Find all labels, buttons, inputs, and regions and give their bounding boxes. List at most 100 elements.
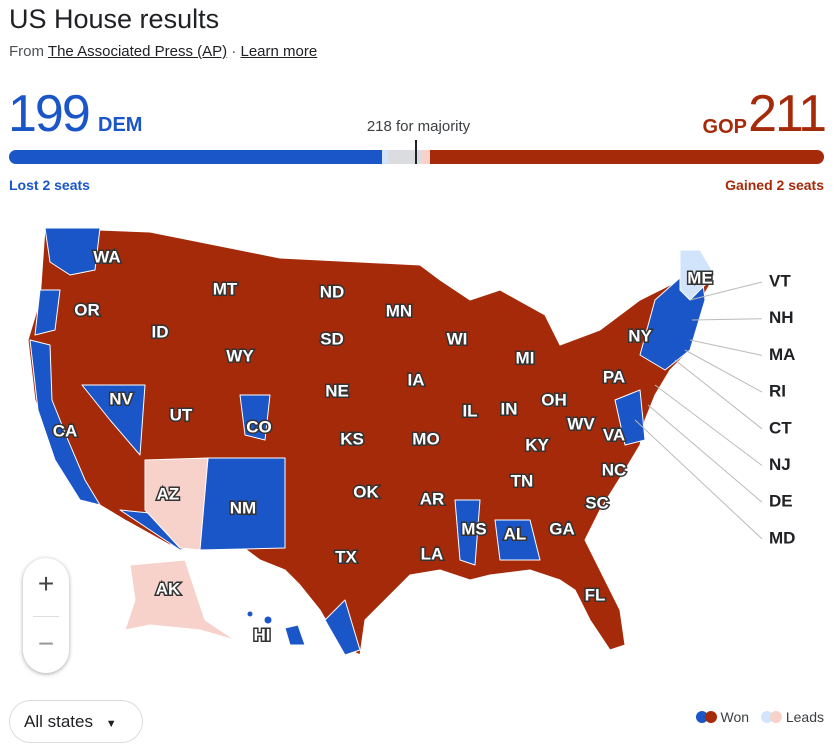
dem-district <box>239 394 271 441</box>
zoom-in[interactable]: + <box>37 568 55 599</box>
state-label: PA <box>603 367 625 386</box>
state-label: MN <box>386 301 412 320</box>
callout-label: VT <box>769 271 791 290</box>
source-prefix: From <box>9 43 44 60</box>
state-label: WV <box>567 414 595 433</box>
callout-label: MA <box>769 345 795 364</box>
state-label: SC <box>585 493 609 512</box>
zoom-out[interactable]: − <box>37 628 55 659</box>
majority-tick <box>415 140 417 164</box>
state-label: MO <box>412 429 439 448</box>
state-label: WY <box>226 346 254 365</box>
dropdown-arrow: ▼ <box>105 718 117 730</box>
gop-seats: 211 <box>748 85 827 143</box>
dem-won-segment <box>9 150 382 164</box>
gop-leads-segment <box>422 150 430 164</box>
filter-label: All states <box>24 712 93 731</box>
dem-district <box>454 499 481 566</box>
legend-won: Won <box>720 709 750 725</box>
state-label: AL <box>504 524 527 543</box>
dem-party: DEM <box>98 114 143 136</box>
hawaii <box>263 615 273 625</box>
gop-change: Gained 2 seats <box>725 177 824 193</box>
callout-label: NH <box>769 308 794 327</box>
state-label: MT <box>213 279 238 298</box>
callout-line <box>634 419 763 540</box>
dem-district <box>81 384 146 456</box>
source-link[interactable]: The Associated Press (AP) <box>47 43 228 60</box>
state-label: WA <box>93 247 120 266</box>
state-label: GA <box>549 519 575 538</box>
state-label: KS <box>340 429 364 448</box>
majority-label: 218 for majority <box>366 118 471 135</box>
state-label: AK <box>156 579 181 598</box>
state-label: NE <box>325 381 349 400</box>
state-label: WI <box>447 329 468 348</box>
state-label: CA <box>53 421 78 440</box>
dem-district <box>614 389 646 446</box>
state-label: AZ <box>157 484 180 503</box>
state-filter[interactable]: All states ▼ <box>9 700 143 743</box>
callout-line <box>689 339 763 356</box>
dem-district <box>324 599 361 656</box>
seat-bar <box>9 150 824 164</box>
state-label: MI <box>516 348 535 367</box>
legend: Won Leads <box>695 709 824 725</box>
callout-line <box>647 404 763 503</box>
dem-district <box>44 227 101 276</box>
state-label: VA <box>603 425 625 444</box>
map[interactable]: WA OR CA NV ID MT WY UT CO AZ NM ND SD NE KS OK TX MN IA MO… <box>0 200 837 670</box>
dem-district <box>29 339 101 506</box>
state-label: OK <box>353 482 379 501</box>
state-label: UT <box>170 405 193 424</box>
zoom-divider <box>33 616 59 617</box>
zoom-control: + − <box>23 558 69 673</box>
state-label: IA <box>408 370 425 389</box>
state-label: AR <box>420 489 445 508</box>
state-label: NV <box>109 389 133 408</box>
callout-line <box>691 318 763 321</box>
callout-line <box>674 359 763 430</box>
dem-district <box>494 519 541 561</box>
state-label: IL <box>462 401 477 420</box>
callout-label: CT <box>769 418 792 437</box>
gop-party: GOP <box>702 116 747 138</box>
state-label: NY <box>628 326 652 345</box>
hawaii <box>246 610 254 618</box>
state-label: CO <box>246 417 272 436</box>
title: US House results <box>9 4 220 34</box>
learn-more-link[interactable]: Learn more <box>240 43 318 60</box>
dem-seats: 199 <box>8 85 91 143</box>
state-label: HI <box>254 625 271 644</box>
state-label: TX <box>335 547 357 566</box>
state-label: OH <box>541 390 567 409</box>
state-label: LA <box>421 544 444 563</box>
callout-line <box>684 349 763 393</box>
state-label: KY <box>525 435 549 454</box>
callout-line <box>689 281 763 301</box>
state-label: NM <box>230 498 256 517</box>
legend-leads: Leads <box>785 709 824 725</box>
callout-label: DE <box>769 492 793 511</box>
state-label: TN <box>511 471 534 490</box>
state-label: OR <box>74 300 100 319</box>
state-label: ME <box>687 268 713 287</box>
state-label: SD <box>320 329 344 348</box>
lean-dem <box>679 249 716 301</box>
state-label: ND <box>320 282 345 301</box>
dem-district <box>34 289 61 336</box>
hawaii <box>284 624 306 646</box>
separator: · <box>231 43 237 60</box>
alaska <box>124 559 236 641</box>
dem-leads-segment <box>382 150 388 164</box>
state-label: ID <box>152 322 169 341</box>
dem-change: Lost 2 seats <box>9 177 90 193</box>
callout-label: MD <box>769 528 795 547</box>
callout-label: NJ <box>769 455 791 474</box>
source-line: From The Associated Press (AP) · Learn m… <box>9 43 317 60</box>
gop-won-segment <box>430 150 824 164</box>
callout-label: RI <box>769 382 786 401</box>
state-label: FL <box>585 585 606 604</box>
callout-line <box>654 384 763 466</box>
